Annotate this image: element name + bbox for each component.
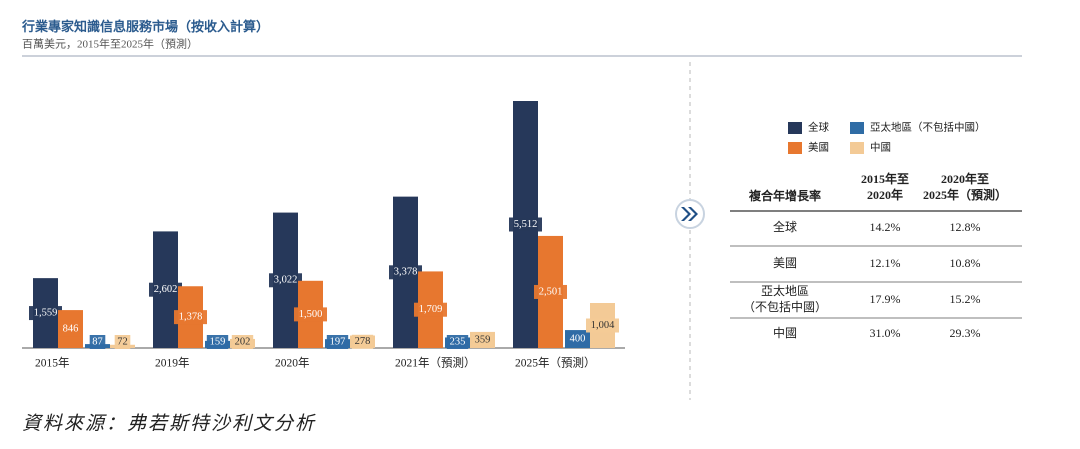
value-label: 3,378 — [394, 267, 418, 278]
cell: 10.8% — [950, 256, 981, 270]
value-label-bg — [509, 217, 542, 232]
legend-label: 全球 — [808, 120, 829, 133]
value-label-bg — [149, 282, 182, 297]
value-label: 202 — [235, 336, 251, 347]
legend-label: 亞太地區（不包括中國） — [870, 120, 986, 133]
value-label: 278 — [355, 336, 371, 347]
value-label-bg — [114, 335, 131, 349]
value-label-bg — [471, 332, 494, 347]
legend-label: 美國 — [808, 140, 829, 153]
value-label: 846 — [63, 323, 79, 334]
legend-swatch — [850, 122, 864, 134]
value-label-bg — [389, 265, 422, 280]
value-label-bg — [89, 335, 106, 349]
cell: 14.2% — [870, 220, 901, 234]
value-label: 72 — [117, 336, 128, 347]
value-label-bg — [231, 335, 254, 349]
x-tick-label: 2020年 — [275, 356, 310, 370]
value-label-bg — [326, 335, 349, 349]
table-header: 2020年 — [867, 187, 903, 202]
cell: 29.3% — [950, 326, 981, 340]
table-header: 複合年增長率 — [748, 188, 821, 203]
cell: 31.0% — [870, 326, 901, 340]
value-label: 1,559 — [34, 307, 58, 318]
legend-swatch — [788, 122, 802, 134]
table-header: 2020年至 — [941, 171, 989, 186]
row-label: （不包括中國） — [743, 299, 827, 314]
legend-swatch — [850, 142, 864, 154]
row-label: 亞太地區 — [761, 283, 809, 298]
value-label-bg — [446, 335, 469, 349]
value-label-bg — [29, 306, 62, 321]
legend-swatch — [788, 142, 802, 154]
value-label-bg — [174, 310, 207, 325]
table-header: 2025年（預測） — [923, 187, 1007, 202]
value-label-bg — [534, 284, 567, 299]
row-label: 美國 — [773, 256, 797, 270]
value-label-bg — [414, 302, 447, 317]
cell: 12.8% — [950, 220, 981, 234]
value-label: 1,004 — [591, 320, 615, 331]
source-note: 資料來源：弗若斯特沙利文分析 — [22, 412, 316, 434]
value-label-bg — [59, 322, 82, 337]
x-tick-label: 2021年（預測） — [395, 356, 476, 370]
cell: 17.9% — [870, 292, 901, 306]
value-label: 197 — [330, 336, 346, 347]
value-label-bg — [269, 273, 302, 288]
value-label: 5,512 — [514, 219, 538, 230]
value-label-bg — [206, 335, 229, 349]
value-label: 235 — [450, 336, 466, 347]
value-label: 1,378 — [179, 312, 203, 323]
x-tick-label: 2015年 — [35, 356, 70, 370]
chart-title: 行業專家知識信息服務市場（按收入計算） — [21, 19, 269, 34]
cell: 12.1% — [870, 256, 901, 270]
x-tick-label: 2025年（預測） — [515, 356, 596, 370]
value-label: 2,501 — [539, 286, 563, 297]
value-label: 400 — [570, 333, 586, 344]
value-label: 2,602 — [154, 284, 178, 295]
x-tick-label: 2019年 — [155, 356, 190, 370]
value-label: 159 — [210, 336, 226, 347]
table-header: 2015年至 — [861, 171, 909, 186]
chart-subtitle: 百萬美元，2015年至2025年（預測） — [22, 37, 198, 51]
value-label: 1,500 — [299, 309, 323, 320]
value-label: 359 — [475, 334, 491, 345]
row-label: 中國 — [773, 325, 797, 340]
value-label: 3,022 — [274, 275, 298, 286]
cell: 15.2% — [950, 292, 981, 306]
value-label-bg — [586, 318, 619, 333]
legend-label: 中國 — [870, 140, 891, 153]
value-label: 87 — [92, 336, 103, 347]
value-label-bg — [566, 332, 589, 347]
value-label: 1,709 — [419, 304, 443, 315]
value-label-bg — [294, 307, 327, 322]
value-label-bg — [351, 334, 374, 349]
arrow-badge — [675, 199, 705, 229]
row-label: 全球 — [773, 219, 797, 234]
